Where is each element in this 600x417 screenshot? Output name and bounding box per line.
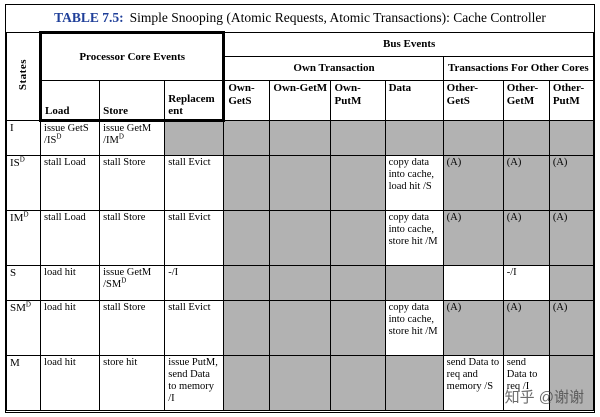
cell-M-replacement: issue PutM, send Data to memory /I <box>164 355 225 411</box>
cell-S-load: load hit <box>40 265 101 301</box>
col-other-putm: Other-PutM <box>548 80 595 121</box>
cell-M-own-getm <box>269 355 332 411</box>
cell-M-own-putm <box>330 355 386 411</box>
col-data: Data <box>384 80 444 121</box>
cell-SMD-data: copy data into cache, store hit /M <box>384 300 444 356</box>
cell-ISD-other-getm: (A) <box>502 155 550 211</box>
state-S: S <box>5 265 42 301</box>
cell-I-own-getm <box>269 120 332 156</box>
col-load: Load <box>39 80 101 122</box>
states-header-label: States <box>16 59 29 91</box>
cell-IMD-load: stall Load <box>40 210 101 266</box>
cell-M-data <box>384 355 444 411</box>
cell-ISD-other-putm: (A) <box>548 155 595 211</box>
cell-S-other-getm: -/I <box>502 265 550 301</box>
cell-IMD-own-putm <box>330 210 386 266</box>
cell-S-other-putm <box>548 265 595 301</box>
cell-IMD-other-getm: (A) <box>502 210 550 266</box>
cell-S-own-putm <box>330 265 386 301</box>
cell-I-other-putm <box>548 120 595 156</box>
cell-ISD-data: copy data into cache, load hit /S <box>384 155 444 211</box>
cell-M-other-gets: send Data to req and memory /S <box>442 355 504 411</box>
col-own-gets: Own-GetS <box>223 80 271 121</box>
cell-SMD-own-getm <box>269 300 332 356</box>
table-caption-text: Simple Snooping (Atomic Requests, Atomic… <box>129 10 546 25</box>
cell-IMD-other-gets: (A) <box>442 210 504 266</box>
cell-IMD-store: stall Store <box>99 210 166 266</box>
cell-ISD-own-gets <box>223 155 271 211</box>
cell-ISD-own-getm <box>269 155 332 211</box>
table-number: TABLE 7.5: <box>54 10 124 25</box>
cell-I-replacement <box>164 120 225 156</box>
cell-SMD-own-putm <box>330 300 386 356</box>
cell-S-other-gets <box>442 265 504 301</box>
table-frame: TABLE 7.5: Simple Snooping (Atomic Reques… <box>5 4 595 413</box>
cell-S-store: issue GetM /SMD <box>99 265 166 301</box>
table-title: TABLE 7.5: Simple Snooping (Atomic Reques… <box>6 5 594 31</box>
cell-SMD-other-getm: (A) <box>502 300 550 356</box>
cell-S-replacement: -/I <box>164 265 225 301</box>
cell-M-store: store hit <box>99 355 166 411</box>
cell-S-data <box>384 265 444 301</box>
cell-ISD-other-gets: (A) <box>442 155 504 211</box>
row-S: S load hit issue GetM /SMD -/I -/I <box>5 265 595 301</box>
cell-IMD-replacement: stall Evict <box>164 210 225 266</box>
col-own-putm: Own-PutM <box>330 80 386 121</box>
col-replacement: Replacement <box>164 80 226 122</box>
cell-I-other-getm <box>502 120 550 156</box>
col-other-getm: Other-GetM <box>502 80 550 121</box>
cell-SMD-load: load hit <box>40 300 101 356</box>
cell-I-data <box>384 120 444 156</box>
row-IMD: IMD stall Load stall Store stall Evict c… <box>5 210 595 266</box>
own-transaction-header: Own Transaction <box>223 56 444 81</box>
cache-controller-table: States Processor Core Events Bus Events … <box>5 31 595 411</box>
cell-SMD-other-gets: (A) <box>442 300 504 356</box>
row-ISD: ISD stall Load stall Store stall Evict c… <box>5 155 595 211</box>
header-row-3: Load Store Replacement Own-GetS Own-GetM… <box>7 80 595 122</box>
state-I: I <box>5 120 42 156</box>
cell-IMD-own-gets <box>223 210 271 266</box>
bus-events-header: Bus Events <box>223 32 594 57</box>
cell-M-other-getm: send Data to req /I <box>502 355 550 411</box>
row-I: I issue GetS /ISD issue GetM /IMD <box>5 120 595 156</box>
cell-S-own-getm <box>269 265 332 301</box>
cell-SMD-own-gets <box>223 300 271 356</box>
cell-IMD-other-putm: (A) <box>548 210 595 266</box>
cell-IMD-own-getm <box>269 210 332 266</box>
cell-SMD-other-putm: (A) <box>548 300 595 356</box>
header-row-1: States Processor Core Events Bus Events <box>5 31 594 121</box>
state-IMD: IMD <box>5 210 42 266</box>
cell-M-other-putm <box>548 355 595 411</box>
processor-core-events-header: Processor Core Events <box>39 31 226 81</box>
cell-ISD-store: stall Store <box>99 155 166 211</box>
cell-I-own-putm <box>330 120 386 156</box>
cell-I-load: issue GetS /ISD <box>40 120 101 156</box>
cell-S-own-gets <box>223 265 271 301</box>
cell-ISD-replacement: stall Evict <box>164 155 225 211</box>
cell-SMD-store: stall Store <box>99 300 166 356</box>
cell-M-load: load hit <box>40 355 101 411</box>
row-SMD: SMD load hit stall Store stall Evict cop… <box>5 300 595 356</box>
state-M: M <box>5 355 42 411</box>
cell-M-own-gets <box>223 355 271 411</box>
cell-I-other-gets <box>442 120 504 156</box>
cell-I-own-gets <box>223 120 271 156</box>
col-other-gets: Other-GetS <box>442 80 504 121</box>
cell-ISD-load: stall Load <box>40 155 101 211</box>
state-ISD: ISD <box>5 155 42 211</box>
cell-ISD-own-putm <box>330 155 386 211</box>
watermark: 知乎 @谢谢 <box>504 389 584 406</box>
header-row-2: Own Transaction Transactions For Other C… <box>7 56 595 81</box>
col-store: Store <box>99 80 166 122</box>
other-cores-header: Transactions For Other Cores <box>442 56 595 81</box>
row-M: M load hit store hit issue PutM, send Da… <box>5 355 595 411</box>
state-SMD: SMD <box>5 300 42 356</box>
cell-I-store: issue GetM /IMD <box>99 120 166 156</box>
cell-SMD-replacement: stall Evict <box>164 300 225 356</box>
col-own-getm: Own-GetM <box>269 80 332 121</box>
states-header: States <box>5 32 42 121</box>
cell-IMD-data: copy data into cache, store hit /M <box>384 210 444 266</box>
